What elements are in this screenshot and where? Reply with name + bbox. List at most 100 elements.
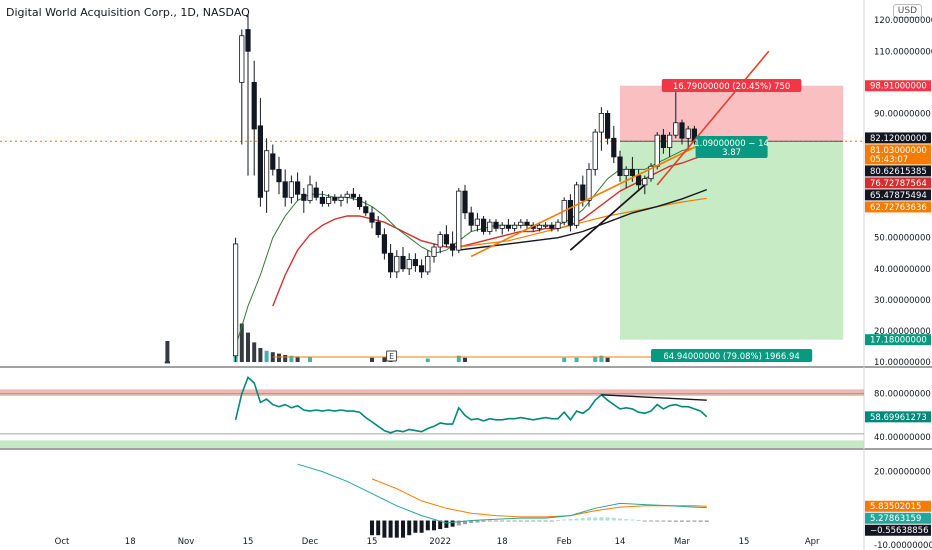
rsi-line	[234, 376, 708, 434]
svg-text:05:43:07: 05:43:07	[870, 155, 908, 165]
trendline	[656, 50, 770, 186]
svg-text:80.62615385: 80.62615385	[870, 167, 927, 177]
rsi-band	[0, 440, 864, 448]
candle-body	[487, 221, 493, 232]
sma-mid-line	[272, 154, 708, 307]
currency-button[interactable]: USD	[892, 4, 922, 18]
macd-histogram-bar	[518, 520, 523, 522]
candle-body	[518, 221, 524, 226]
macd-histogram-bar	[698, 520, 703, 522]
macd-histogram-bar	[500, 520, 505, 522]
target-label: 16.79000000 (20.45%) 750	[661, 79, 802, 92]
volume-bar	[456, 355, 461, 362]
macd-histogram-bar	[401, 520, 405, 538]
macd-value-label: −0.55638856	[865, 524, 931, 536]
time-tick-label: 18	[125, 537, 136, 547]
volume-bar	[283, 355, 288, 362]
trendline	[569, 184, 646, 251]
candle-body	[667, 134, 673, 149]
price-tick-label: 20.00000000	[874, 327, 931, 337]
svg-text:98.91000000: 98.91000000	[870, 82, 927, 92]
macd-histogram-bar	[580, 518, 585, 521]
candle-body	[363, 206, 369, 214]
candle-body	[443, 234, 450, 245]
candle-body	[611, 137, 617, 158]
rsi-band	[0, 389, 864, 396]
volume-bar	[382, 357, 387, 362]
candle-body	[493, 221, 499, 229]
macd-histogram-bar	[673, 520, 678, 522]
volume-bar	[605, 357, 610, 362]
candle-body	[263, 150, 270, 192]
candle-body	[301, 193, 307, 201]
time-tick-label: Nov	[178, 537, 195, 547]
candle-body	[598, 113, 605, 133]
volume-bar	[264, 350, 269, 362]
svg-text:76.72787564: 76.72787564	[870, 179, 927, 189]
macd-signal-line	[371, 478, 707, 518]
volume-bar	[593, 356, 598, 362]
rsi-divergence-line	[601, 394, 707, 401]
svg-text:58.69961273: 58.69961273	[870, 413, 927, 423]
candle-body	[294, 181, 301, 195]
macd-histogram-bar	[599, 517, 604, 521]
macd-value-label: 5.83502015	[865, 500, 931, 512]
candle-body	[474, 218, 481, 226]
candle-body	[270, 153, 276, 170]
macd-histogram-bar	[481, 520, 486, 522]
svg-text:−0.55638856: −0.55638856	[870, 526, 929, 536]
volume-bar	[574, 357, 579, 362]
macd-histogram-bar	[661, 520, 666, 522]
candle-body	[456, 190, 462, 251]
candle-body	[375, 221, 381, 236]
rsi-value-label: 58.69961273	[865, 411, 931, 423]
candle-body	[276, 168, 282, 183]
macd-histogram-bar	[506, 520, 511, 522]
macd-histogram-bar	[562, 519, 567, 521]
candle-body	[431, 246, 437, 257]
macd-histogram-bar	[469, 520, 474, 523]
macd-histogram-bar	[463, 520, 467, 525]
price-tick-label: 30.00000000	[874, 296, 931, 306]
macd-histogram-bar	[593, 517, 598, 521]
price-tick-label: 90.00000000	[874, 109, 931, 119]
candle-body	[673, 122, 679, 136]
macd-histogram-bar	[568, 519, 573, 521]
candle-body	[425, 255, 431, 273]
macd-value-label: 5.27863159	[865, 512, 931, 524]
candle-body	[257, 125, 264, 198]
macd-histogram-bar	[444, 520, 449, 528]
time-tick-label: 14	[615, 537, 626, 547]
volume-bar	[425, 358, 430, 362]
volume-bar	[599, 355, 604, 362]
candle-body	[512, 224, 518, 229]
price-tick-label: 10.00000000	[874, 358, 931, 368]
candle-body	[232, 243, 239, 357]
svg-text:5.83502015: 5.83502015	[870, 502, 921, 512]
candle-body	[685, 128, 691, 139]
macd-histogram-bar	[388, 520, 393, 538]
candle-body	[654, 134, 660, 167]
macd-tick-label: -10.00000000	[874, 541, 932, 550]
svg-text:1.09000000 − 14: 1.09000000 − 14	[694, 139, 769, 149]
price-label: 76.72787564	[865, 177, 931, 189]
macd-histogram-bar	[407, 520, 412, 536]
price-label: 98.91000000	[865, 80, 931, 92]
candle-body	[400, 255, 406, 270]
price-tick-label: 40.00000000	[874, 265, 931, 275]
candle-body	[282, 181, 288, 198]
candle-body	[245, 29, 251, 52]
candle-body	[679, 122, 685, 139]
macd-histogram-bar	[649, 520, 653, 522]
candle-body	[350, 193, 357, 198]
volume-bar	[277, 353, 281, 362]
candle-body	[480, 218, 487, 232]
time-tick-label: Mar	[674, 537, 691, 547]
macd-histogram-bar	[419, 520, 424, 533]
macd-histogram-bar	[686, 520, 691, 522]
candle-body	[394, 255, 400, 273]
time-tick-label: 18	[497, 537, 508, 547]
svg-text:5.27863159: 5.27863159	[870, 514, 921, 524]
macd-histogram-bar	[574, 518, 579, 521]
